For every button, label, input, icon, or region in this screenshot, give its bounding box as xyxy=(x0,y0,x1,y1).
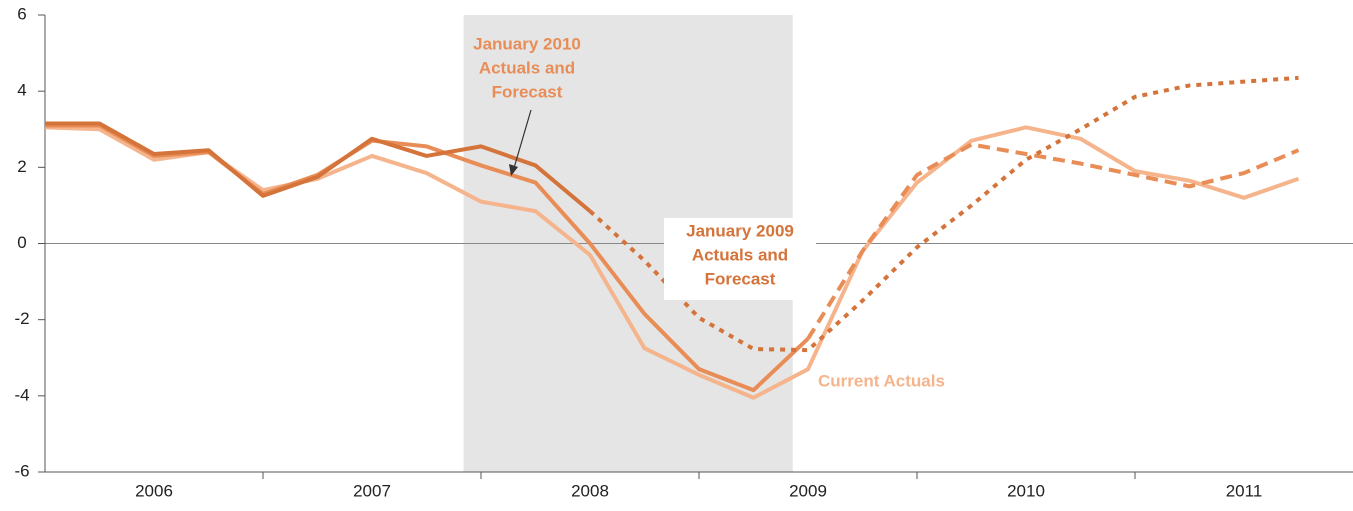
series-line xyxy=(44,125,1300,400)
series-line xyxy=(588,75,1299,353)
y-tick-label: 0 xyxy=(17,233,26,252)
series-line xyxy=(806,142,1300,340)
annotation: Actuals and xyxy=(479,58,575,77)
series-line xyxy=(45,121,592,213)
y-tick-label: 4 xyxy=(17,81,26,100)
y-tick-label: -2 xyxy=(14,309,29,328)
annotation: Forecast xyxy=(492,82,563,101)
x-tick-label: 2008 xyxy=(571,481,609,500)
label-background xyxy=(664,218,816,300)
line-layer xyxy=(44,75,1300,400)
y-tick-label: -4 xyxy=(14,385,29,404)
y-tick-label: 6 xyxy=(17,4,26,23)
x-tick-label: 2011 xyxy=(1226,481,1263,500)
arrow-head xyxy=(509,164,518,176)
x-tick-label: 2010 xyxy=(1007,481,1045,500)
y-tick-label: 2 xyxy=(17,157,26,176)
x-tick-label: 2006 xyxy=(135,481,173,500)
x-tick-label: 2007 xyxy=(353,481,391,500)
annotation: January 2010 xyxy=(473,34,581,53)
arrow-line xyxy=(513,109,532,169)
annotation: Actuals and xyxy=(692,245,788,264)
label-layer: January 2010 Actuals and Forecast January 2… xyxy=(473,34,945,390)
annotation: Forecast xyxy=(705,269,776,288)
y-tick-label: -6 xyxy=(14,461,29,480)
annotation: Current Actuals xyxy=(818,371,945,390)
annotation: January 2009 xyxy=(686,221,794,240)
x-tick-label: 2009 xyxy=(789,481,827,500)
